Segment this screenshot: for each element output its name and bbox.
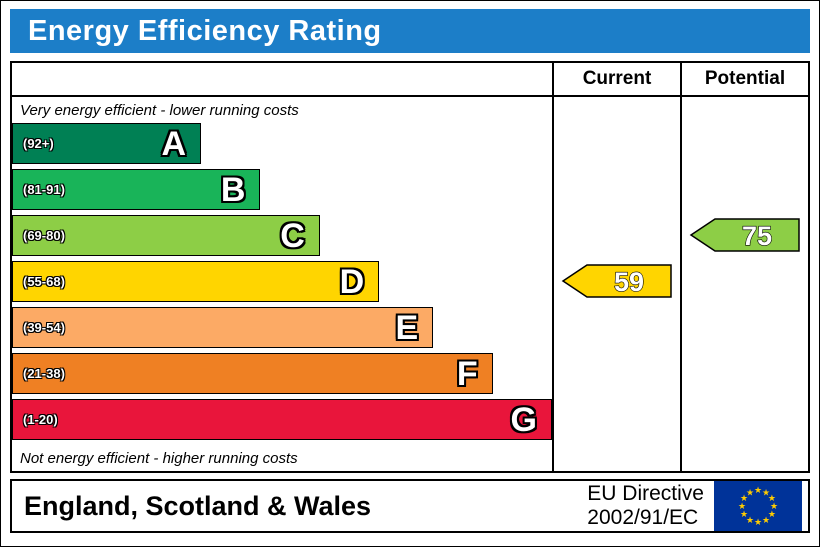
header-current: Current (552, 63, 680, 97)
page-title-text: Energy Efficiency Rating (28, 14, 382, 47)
svg-text:★: ★ (768, 494, 776, 504)
bands: (92+) A (81-91) B (69-80) C (55-68) D (39-54) E (2… (12, 123, 552, 445)
svg-text:75: 75 (742, 221, 772, 251)
band-bar-e: (39-54) E (12, 307, 434, 348)
eu-directive-label: EU Directive 2002/91/EC (587, 482, 704, 530)
svg-text:★: ★ (768, 510, 776, 520)
band-row-b: (81-91) B (12, 169, 552, 215)
band-row-g: (1-20) G (12, 399, 552, 445)
svg-text:★: ★ (738, 502, 746, 512)
potential-rating-arrow: 75 (689, 218, 800, 252)
svg-text:★: ★ (754, 518, 762, 528)
svg-text:★: ★ (762, 516, 770, 526)
band-letter: A (161, 124, 186, 163)
footer: England, Scotland & Wales EU Directive 2… (10, 479, 810, 533)
band-row-d: (55-68) D (12, 261, 552, 307)
band-bar-d: (55-68) D (12, 261, 380, 302)
page-title: Energy Efficiency Rating (10, 9, 810, 53)
band-letter: E (395, 308, 419, 347)
band-range: (81-91) (23, 182, 65, 197)
region-label: England, Scotland & Wales (24, 490, 372, 521)
band-letter: C (280, 216, 305, 255)
svg-text:59: 59 (614, 267, 644, 297)
band-letter: G (510, 400, 537, 439)
band-range: (39-54) (23, 320, 65, 335)
band-letter: F (456, 354, 478, 393)
potential-column: 75 (680, 97, 808, 471)
header-corner (12, 63, 552, 97)
eu-directive-line1: EU Directive (587, 481, 704, 505)
band-bar-c: (69-80) C (12, 215, 320, 256)
bands-cell: Very energy efficient - lower running co… (12, 97, 552, 471)
band-bar-f: (21-38) F (12, 353, 493, 394)
band-row-a: (92+) A (12, 123, 552, 169)
band-row-f: (21-38) F (12, 353, 552, 399)
current-rating-arrow: 59 (561, 264, 672, 298)
svg-text:★: ★ (770, 502, 778, 512)
band-bar-b: (81-91) B (12, 169, 261, 210)
band-range: (92+) (23, 136, 54, 151)
bottom-note: Not energy efficient - higher running co… (20, 449, 298, 467)
eu-directive-line2: 2002/91/EC (587, 506, 699, 529)
band-letter: B (220, 170, 246, 209)
band-range: (1-20) (23, 412, 58, 427)
band-range: (21-38) (23, 366, 65, 381)
header-potential: Potential (680, 63, 808, 97)
band-bar-a: (92+) A (12, 123, 201, 164)
header-current-label: Current (582, 68, 652, 89)
top-note: Very energy efficient - lower running co… (20, 101, 299, 119)
rating-chart: Current Potential Very energy efficient … (10, 61, 810, 473)
band-bar-g: (1-20) G (12, 399, 552, 440)
header-potential-label: Potential (704, 68, 786, 89)
band-row-c: (69-80) C (12, 215, 552, 261)
svg-text:★: ★ (762, 488, 770, 498)
svg-text:★: ★ (754, 486, 762, 496)
svg-text:★: ★ (740, 494, 748, 504)
band-row-e: (39-54) E (12, 307, 552, 353)
svg-text:★: ★ (740, 510, 748, 520)
band-range: (55-68) (23, 274, 65, 289)
svg-text:★: ★ (746, 488, 754, 498)
band-range: (69-80) (23, 228, 65, 243)
current-column: 59 (552, 97, 680, 471)
svg-text:★: ★ (746, 516, 754, 526)
eu-flag-icon: ★ ★ ★ ★ ★ ★ ★ ★ ★ ★ ★ ★ (714, 481, 802, 531)
band-letter: D (339, 262, 365, 301)
